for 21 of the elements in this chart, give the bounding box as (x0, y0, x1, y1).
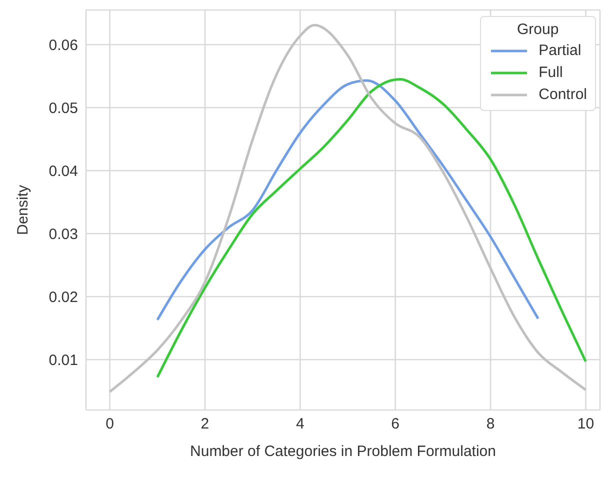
x-tick-label: 4 (296, 416, 304, 433)
legend-label: Full (538, 63, 563, 83)
legend-label: Control (538, 85, 587, 105)
y-tick-label: 0.04 (48, 162, 78, 180)
y-tick-label: 0.03 (48, 226, 78, 243)
line-series (108, 24, 587, 393)
x-tick-label: 10 (577, 416, 594, 433)
y-tick-label: 0.06 (48, 36, 78, 54)
x-axis-title: Number of Categories in Problem Formulation (190, 443, 496, 460)
y-tick-label: 0.02 (48, 288, 78, 306)
legend-title: Group (516, 21, 560, 38)
y-tick-label: 0.05 (48, 100, 78, 117)
x-tick-label: 8 (486, 416, 495, 433)
line-series (156, 78, 587, 378)
legend-label: Partial (538, 41, 582, 61)
y-axis-title: Density (14, 184, 32, 236)
x-tick-label: 0 (106, 416, 114, 433)
line-series (156, 79, 540, 322)
y-tick-label: 0.01 (48, 352, 78, 369)
x-tick-label: 6 (391, 416, 400, 433)
x-tick-label: 2 (200, 416, 210, 433)
